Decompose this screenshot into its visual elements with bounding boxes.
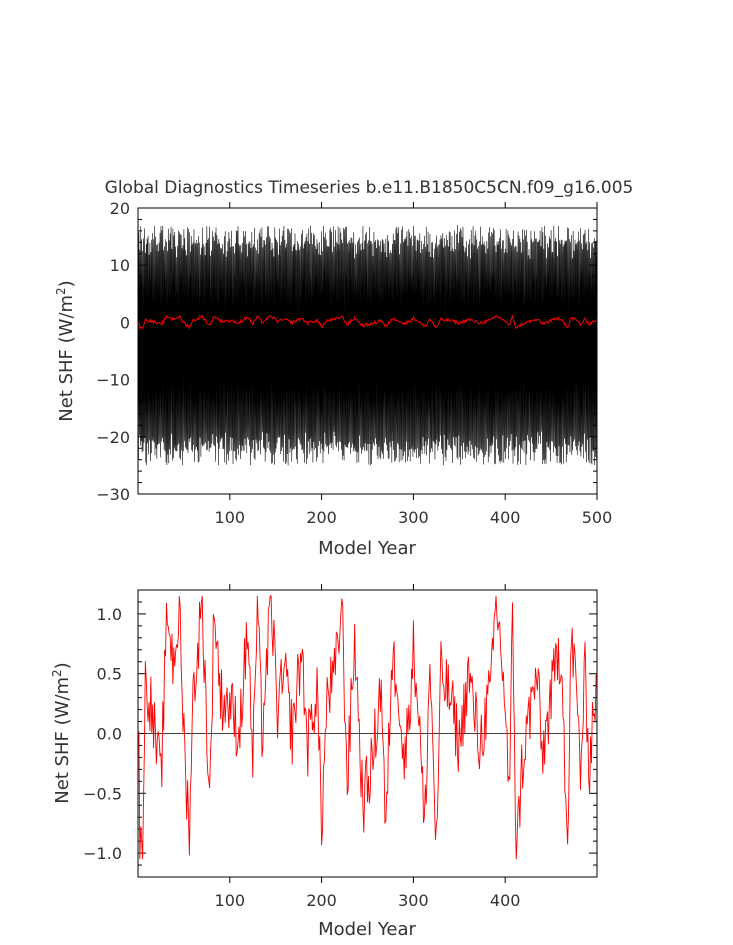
monthly-series-line bbox=[137, 225, 598, 466]
y-axis-label-superscript: 2 bbox=[50, 669, 64, 677]
y-tick-label: 0.0 bbox=[97, 725, 122, 744]
x-tick-label: 500 bbox=[582, 508, 613, 527]
series-layer bbox=[138, 595, 597, 860]
y-tick-label: 0.5 bbox=[97, 665, 122, 684]
y-tick-label: −20 bbox=[96, 428, 130, 447]
y-tick-label: 1.0 bbox=[97, 605, 122, 624]
annual-mean-line bbox=[138, 595, 597, 860]
x-tick-label: 300 bbox=[398, 508, 429, 527]
timeseries-panel: Global Diagnostics Timeseries b.e11.B185… bbox=[54, 178, 633, 559]
x-tick-label: 100 bbox=[215, 891, 246, 910]
x-axis-label: Model Year bbox=[318, 919, 416, 940]
x-axis: 100 200 300 400 bbox=[215, 584, 521, 910]
y-axis-label: Net SHF (W/m2) bbox=[54, 280, 77, 421]
y-axis-label-superscript: 2 bbox=[54, 287, 68, 295]
y-tick-label: −30 bbox=[96, 485, 130, 504]
y-tick-label: −10 bbox=[96, 371, 130, 390]
y-axis-label: Net SHF (W/m2) bbox=[50, 662, 73, 803]
y-tick-label: −0.5 bbox=[83, 784, 122, 803]
y-tick-label: 0 bbox=[120, 313, 130, 332]
y-tick-label: 20 bbox=[110, 199, 130, 218]
y-tick-label: −1.0 bbox=[83, 844, 122, 863]
annual-mean-overlay-line bbox=[138, 314, 597, 330]
series-layer bbox=[137, 225, 598, 466]
x-axis: 100 200 300 400 500 bbox=[215, 202, 613, 527]
y-axis-label-close: ) bbox=[56, 280, 77, 287]
x-axis-label: Model Year bbox=[318, 538, 416, 559]
annual-mean-panel: −1.0 −0.5 0.0 0.5 1.0 100 200 300 400 Model Yea… bbox=[50, 584, 598, 940]
y-axis-label-main: Net SHF (W/m bbox=[56, 295, 77, 422]
x-tick-label: 200 bbox=[306, 508, 337, 527]
x-tick-label: 400 bbox=[490, 891, 521, 910]
x-tick-label: 400 bbox=[490, 508, 521, 527]
y-tick-label: 10 bbox=[110, 256, 130, 275]
chart-title: Global Diagnostics Timeseries b.e11.B185… bbox=[105, 178, 634, 198]
y-axis-label-close: ) bbox=[52, 662, 73, 669]
y-axis-label-main: Net SHF (W/m bbox=[52, 677, 73, 804]
x-tick-label: 300 bbox=[398, 891, 429, 910]
x-tick-label: 100 bbox=[215, 508, 246, 527]
x-tick-label: 200 bbox=[306, 891, 337, 910]
